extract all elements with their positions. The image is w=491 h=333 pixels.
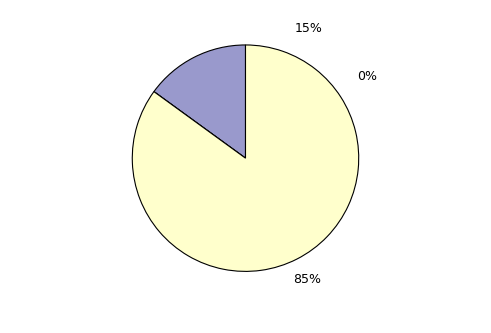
Text: 85%: 85% (293, 273, 321, 286)
Wedge shape (154, 92, 246, 158)
Text: 0%: 0% (357, 71, 377, 84)
Wedge shape (132, 45, 359, 271)
Wedge shape (154, 45, 246, 158)
Text: 15%: 15% (294, 22, 322, 35)
